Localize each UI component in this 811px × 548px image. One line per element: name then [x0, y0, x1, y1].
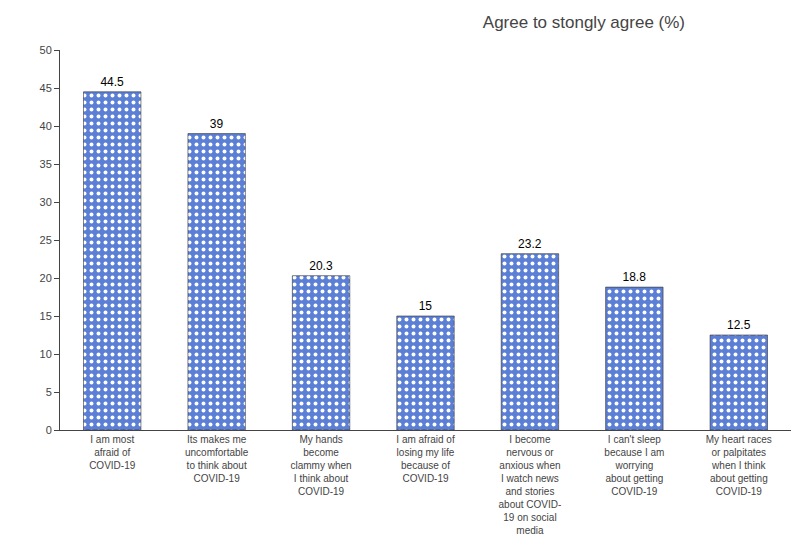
svg-text:20.3: 20.3: [309, 259, 333, 273]
svg-text:45: 45: [40, 82, 52, 94]
svg-text:5: 5: [46, 386, 52, 398]
svg-text:50: 50: [40, 44, 52, 56]
svg-text:My handsbecomeclammy whenI thi: My handsbecomeclammy whenI think aboutCO…: [290, 434, 351, 497]
svg-text:I becomenervous oranxious when: I becomenervous oranxious whenI watch ne…: [499, 434, 562, 536]
svg-text:I am mostafraid ofCOVID-19: I am mostafraid ofCOVID-19: [89, 434, 136, 471]
svg-text:15: 15: [419, 299, 433, 313]
svg-text:12.5: 12.5: [727, 318, 751, 332]
svg-text:18.8: 18.8: [623, 270, 647, 284]
svg-text:I am afraid oflosing my lifebe: I am afraid oflosing my lifebecause ofCO…: [396, 434, 455, 484]
svg-text:0: 0: [46, 424, 52, 436]
svg-text:23.2: 23.2: [518, 237, 542, 251]
svg-text:35: 35: [40, 158, 52, 170]
svg-text:Its makes meuncomfortableto th: Its makes meuncomfortableto think aboutC…: [185, 434, 249, 484]
svg-text:I can't sleepbecause I amworry: I can't sleepbecause I amworryingabout g…: [604, 434, 664, 497]
svg-text:My heart racesor palpitateswhe: My heart racesor palpitateswhen I thinka…: [706, 434, 772, 497]
svg-text:20: 20: [40, 272, 52, 284]
svg-text:30: 30: [40, 196, 52, 208]
svg-text:Agree to stongly agree (%): Agree to stongly agree (%): [483, 13, 685, 32]
svg-text:15: 15: [40, 310, 52, 322]
svg-text:39: 39: [210, 117, 224, 131]
svg-text:40: 40: [40, 120, 52, 132]
svg-text:44.5: 44.5: [100, 75, 124, 89]
svg-text:25: 25: [40, 234, 52, 246]
svg-text:10: 10: [40, 348, 52, 360]
